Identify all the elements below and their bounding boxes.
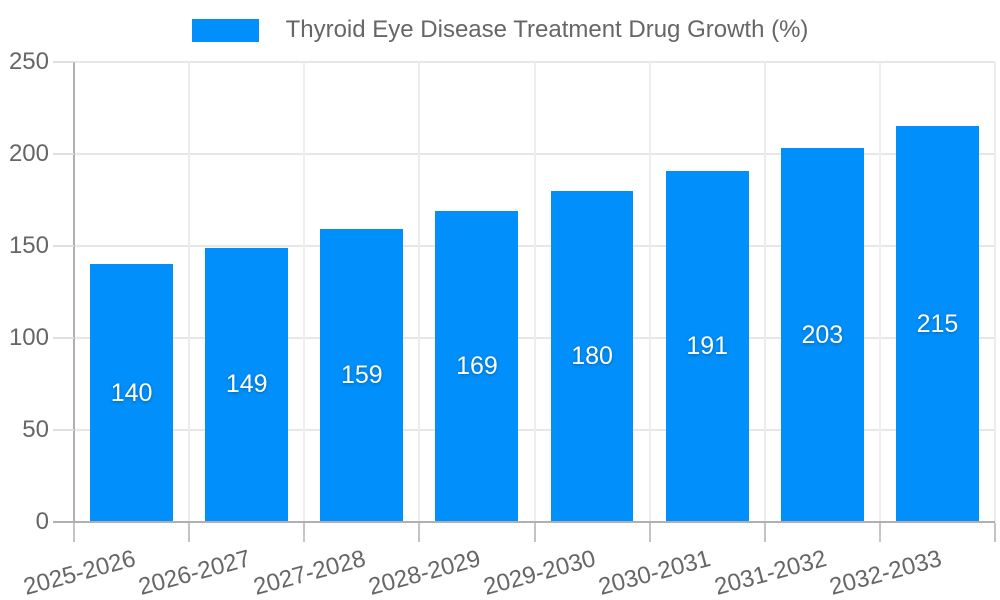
- y-axis-tick: [53, 429, 74, 431]
- x-axis-tick: [73, 523, 75, 542]
- bar-value-label: 140: [110, 378, 153, 407]
- y-tick-label: 200: [8, 140, 49, 167]
- x-tick-label: 2028-2029: [365, 545, 484, 600]
- x-axis-tick: [994, 523, 996, 542]
- x-tick-label: 2031-2032: [711, 545, 830, 600]
- y-tick-label: 100: [8, 324, 49, 351]
- bar[interactable]: 203: [780, 148, 864, 522]
- y-axis-tick: [53, 61, 74, 63]
- legend-label: Thyroid Eye Disease Treatment Drug Growt…: [285, 16, 809, 43]
- x-axis-line: [53, 521, 995, 523]
- y-axis-tick: [53, 337, 74, 339]
- x-axis-tick: [418, 523, 421, 542]
- bar-value-label: 169: [456, 352, 498, 381]
- gridline-vertical: [188, 62, 191, 522]
- gridline-vertical: [533, 62, 536, 522]
- bar[interactable]: 140: [90, 264, 173, 522]
- y-axis-tick: [53, 245, 74, 247]
- x-axis-tick: [878, 523, 881, 542]
- bar[interactable]: 180: [550, 190, 634, 522]
- y-tick-label: 250: [8, 48, 49, 75]
- gridline-vertical: [763, 62, 766, 522]
- legend[interactable]: Thyroid Eye Disease Treatment Drug Growt…: [0, 16, 1000, 44]
- bar-value-label: 149: [225, 370, 268, 399]
- bar-value-label: 180: [571, 341, 613, 370]
- x-tick-label: 2030-2031: [596, 545, 714, 600]
- bar-value-label: 215: [916, 309, 959, 338]
- y-axis-line: [73, 62, 75, 542]
- bar-value-label: 203: [801, 320, 844, 349]
- y-axis-tick: [53, 153, 74, 155]
- x-axis-tick: [648, 523, 651, 542]
- x-tick-label: 2032-2033: [826, 545, 945, 600]
- y-axis-tick: [53, 521, 74, 523]
- bar[interactable]: 159: [320, 229, 404, 522]
- x-axis-tick: [533, 523, 536, 542]
- gridline-vertical: [418, 62, 421, 522]
- bar-value-label: 191: [686, 331, 729, 360]
- bar-value-label: 159: [340, 361, 383, 390]
- gridline-vertical: [303, 62, 306, 522]
- bar[interactable]: 191: [665, 170, 749, 522]
- x-tick-label: 2026-2027: [135, 545, 254, 600]
- bar[interactable]: 169: [435, 211, 519, 522]
- gridline-vertical: [878, 62, 881, 522]
- x-axis-tick: [763, 523, 766, 542]
- y-tick-label: 150: [8, 232, 49, 259]
- gridline-vertical: [994, 62, 996, 522]
- bar[interactable]: 149: [205, 247, 289, 522]
- x-axis-tick: [303, 523, 306, 542]
- y-tick-label: 0: [35, 508, 49, 535]
- gridline-vertical: [648, 62, 651, 522]
- x-tick-label: 2025-2026: [20, 545, 139, 600]
- bar[interactable]: 215: [895, 126, 979, 522]
- y-tick-label: 50: [22, 416, 49, 443]
- plot-area: 140 149 159 169 180 191 203 215: [74, 61, 996, 522]
- x-axis-tick: [188, 523, 191, 542]
- legend-swatch-icon: [191, 18, 259, 42]
- x-tick-label: 2027-2028: [250, 545, 369, 600]
- x-tick-label: 2029-2030: [480, 545, 599, 600]
